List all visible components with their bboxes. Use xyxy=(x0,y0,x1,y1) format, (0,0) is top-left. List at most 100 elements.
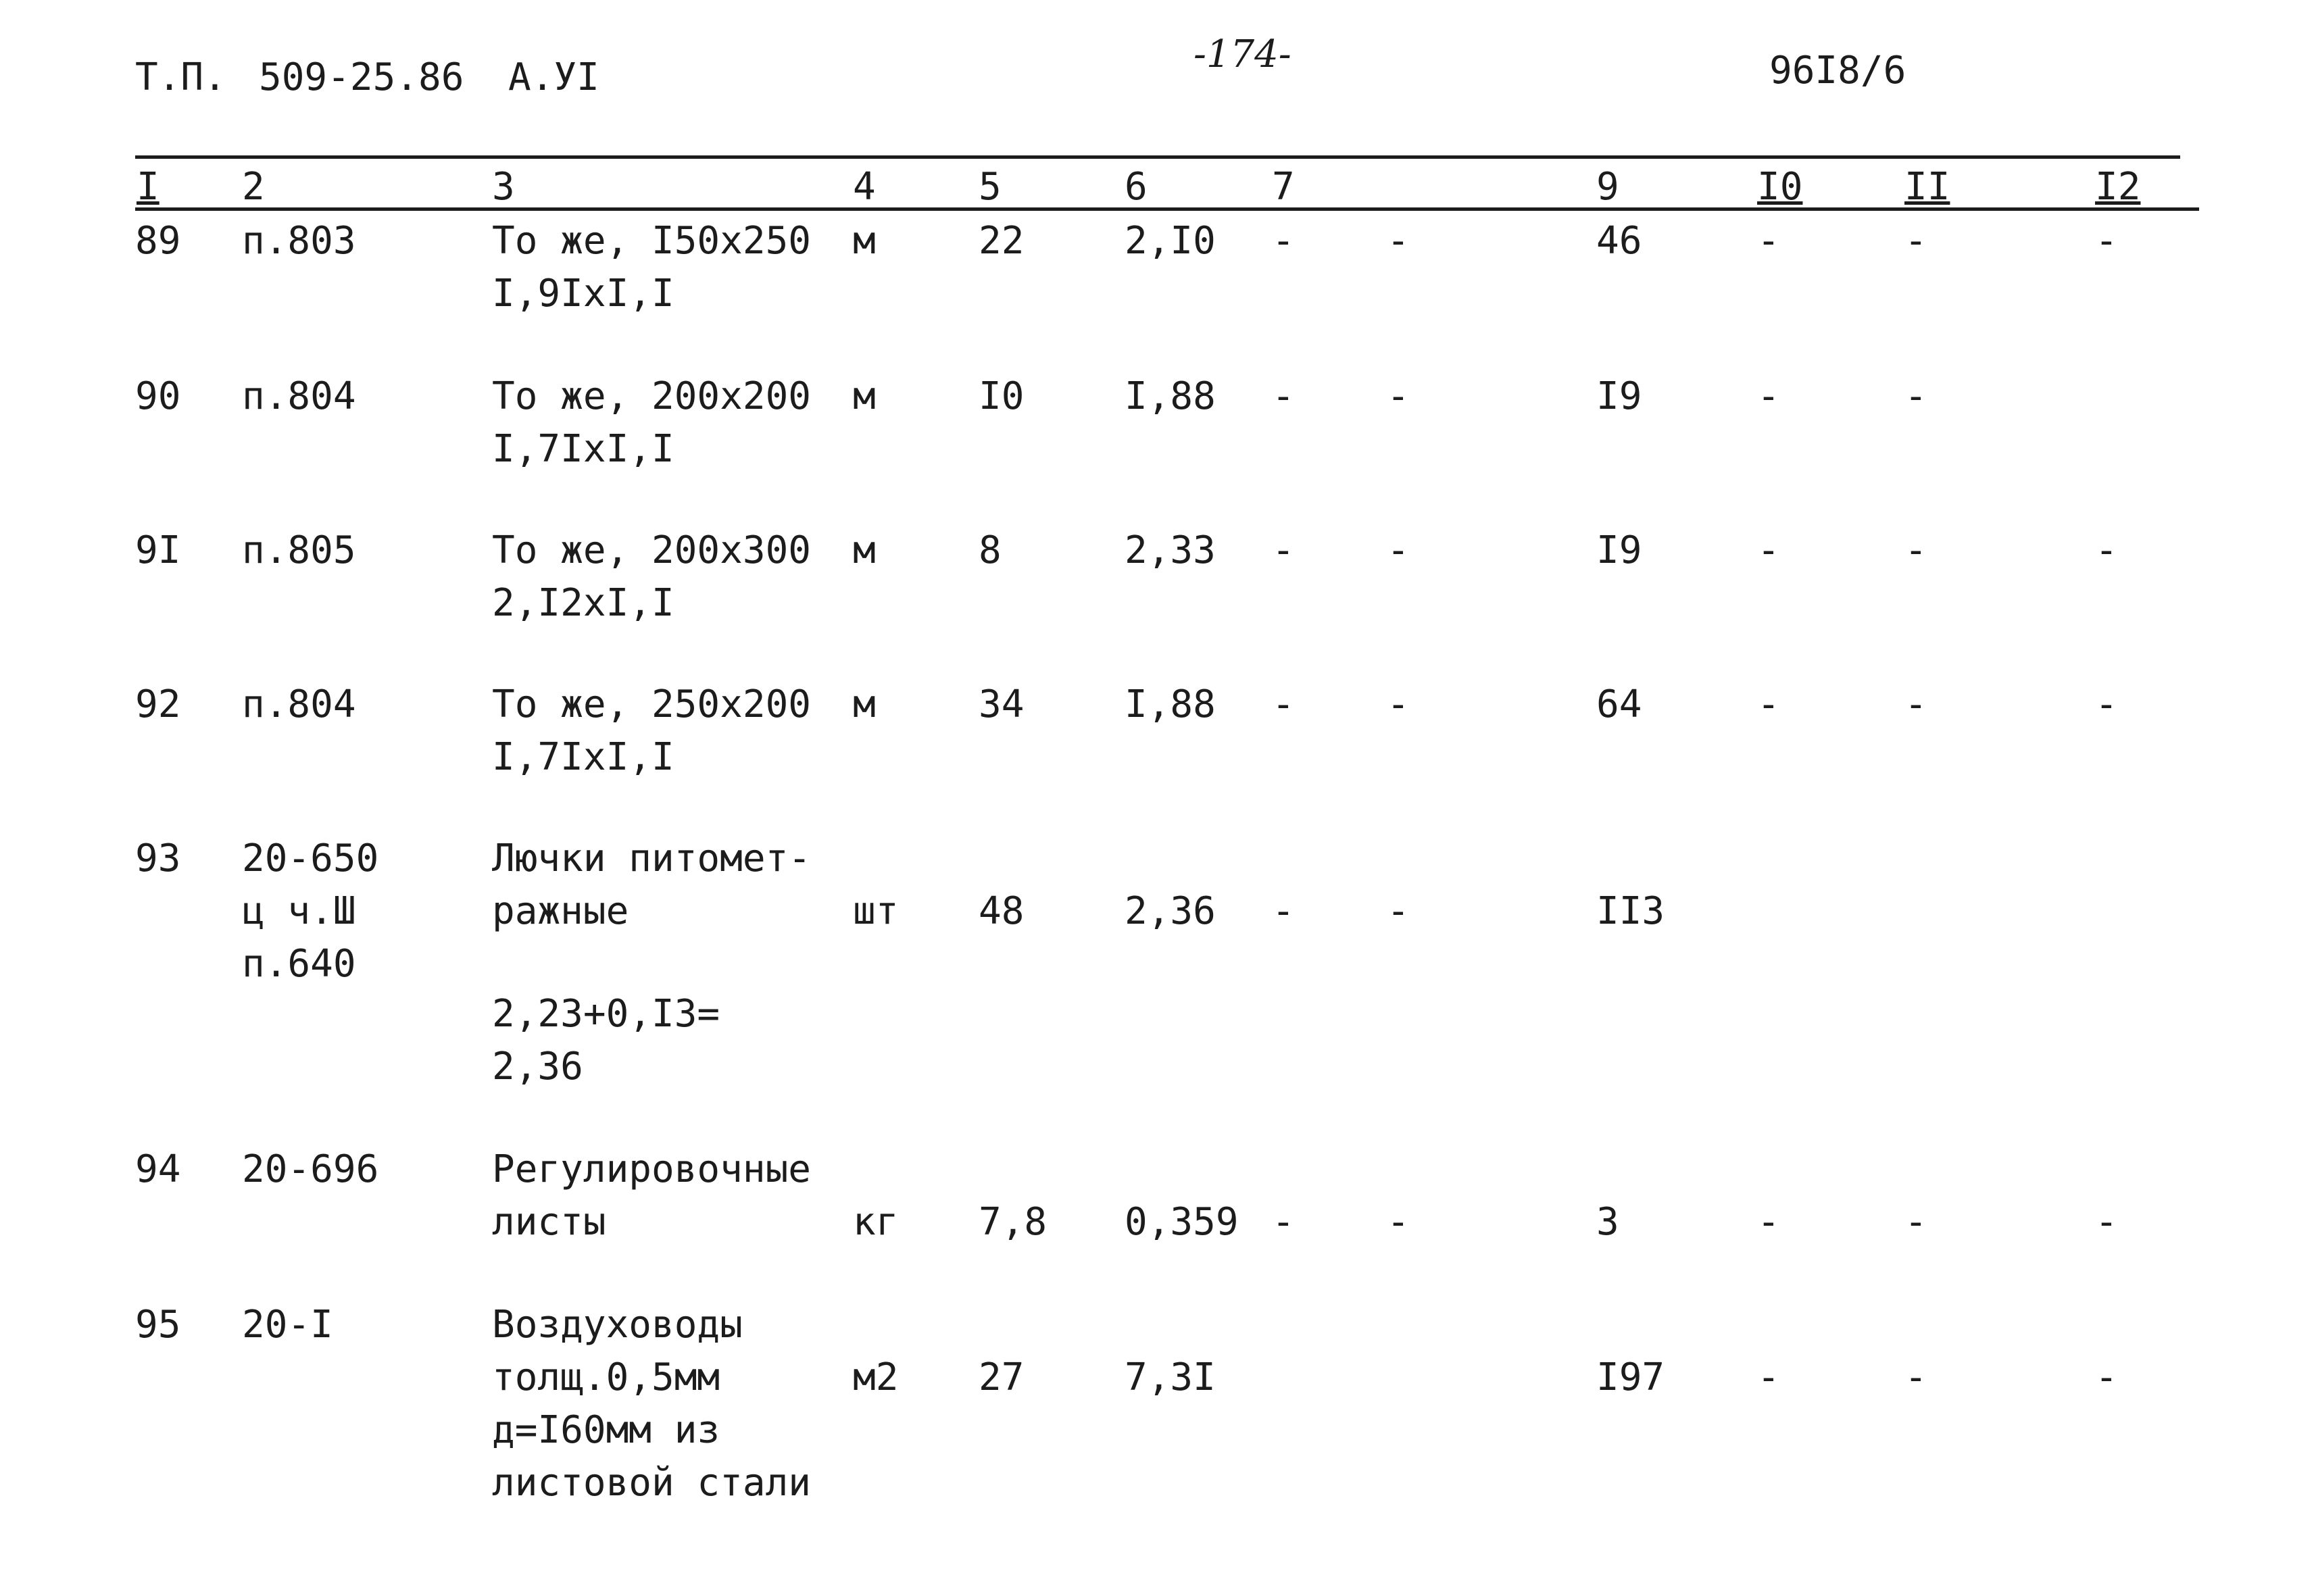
row-total: 46 xyxy=(1596,219,1642,263)
row-reference: п.804 xyxy=(242,682,356,726)
row-name: I,7IxI,I xyxy=(492,427,674,471)
row-unit: м xyxy=(853,219,876,263)
row-reference: п.805 xyxy=(242,528,356,572)
column-number: I xyxy=(137,165,159,209)
row-name: Воздуховоды xyxy=(492,1303,743,1347)
row-name: листы xyxy=(492,1200,606,1244)
header-album: А.УI xyxy=(508,55,599,99)
row-total: II3 xyxy=(1596,889,1665,933)
row-note: 2,36 xyxy=(492,1045,583,1089)
row-name: То же, I50x250 xyxy=(492,219,812,263)
row-col11: - xyxy=(1904,528,1927,572)
row-unit: шт xyxy=(853,889,899,933)
row-price: 2,33 xyxy=(1125,528,1216,572)
column-number: 4 xyxy=(853,165,876,209)
row-quantity: 22 xyxy=(979,219,1025,263)
row-unit: м2 xyxy=(853,1355,899,1399)
row-total: 3 xyxy=(1596,1200,1619,1244)
row-col12: - xyxy=(2095,682,2118,726)
row-name: Регулировочные xyxy=(492,1147,812,1191)
row-unit: м xyxy=(853,528,876,572)
row-col8: - xyxy=(1387,682,1410,726)
header-series: Т.П. xyxy=(135,55,226,99)
row-name: То же, 200x300 xyxy=(492,528,812,572)
row-col10: - xyxy=(1757,374,1780,418)
row-name: То же, 200x200 xyxy=(492,374,812,418)
row-col8: - xyxy=(1387,889,1410,933)
row-unit: м xyxy=(853,682,876,726)
row-col12: - xyxy=(2095,1355,2118,1399)
row-reference: п.803 xyxy=(242,219,356,263)
row-name: ражные xyxy=(492,889,629,933)
row-col8: - xyxy=(1387,528,1410,572)
row-reference: 20-I xyxy=(242,1303,333,1347)
row-price: I,88 xyxy=(1125,374,1216,418)
row-col12: - xyxy=(2095,528,2118,572)
row-name: д=I60мм из xyxy=(492,1408,720,1452)
column-number: 5 xyxy=(979,165,1002,209)
row-total: 64 xyxy=(1596,682,1642,726)
row-col11: - xyxy=(1904,1200,1927,1244)
row-quantity: 34 xyxy=(979,682,1025,726)
row-number: 9I xyxy=(135,528,181,572)
row-price: 2,36 xyxy=(1125,889,1216,933)
row-col7: - xyxy=(1272,889,1295,933)
row-note: 2,23+0,I3= xyxy=(492,992,720,1036)
header-project: 509-25.86 xyxy=(259,55,464,99)
row-price: 0,359 xyxy=(1125,1200,1239,1244)
row-total: I97 xyxy=(1596,1355,1665,1399)
row-reference: п.640 xyxy=(242,942,356,986)
row-col11: - xyxy=(1904,374,1927,418)
row-quantity: 8 xyxy=(979,528,1002,572)
row-col7: - xyxy=(1272,528,1295,572)
row-col12: - xyxy=(2095,219,2118,263)
column-number: I0 xyxy=(1757,165,1803,209)
column-number: 6 xyxy=(1125,165,1148,209)
row-col10: - xyxy=(1757,1355,1780,1399)
row-quantity: 7,8 xyxy=(979,1200,1048,1244)
row-total: I9 xyxy=(1596,528,1642,572)
row-number: 93 xyxy=(135,837,181,880)
row-reference: 20-696 xyxy=(242,1147,379,1191)
row-name: I,7IxI,I xyxy=(492,735,674,779)
row-col10: - xyxy=(1757,219,1780,263)
row-price: I,88 xyxy=(1125,682,1216,726)
row-col8: - xyxy=(1387,219,1410,263)
row-number: 90 xyxy=(135,374,181,418)
row-name: Лючки питомет- xyxy=(492,837,812,880)
row-name: листовой стали xyxy=(492,1461,812,1505)
row-quantity: I0 xyxy=(979,374,1025,418)
row-name: I,9IxI,I xyxy=(492,272,674,316)
row-unit: кг xyxy=(853,1200,899,1244)
row-unit: м xyxy=(853,374,876,418)
row-name: То же, 250x200 xyxy=(492,682,812,726)
row-price: 7,3I xyxy=(1125,1355,1216,1399)
row-col7: - xyxy=(1272,374,1295,418)
page-number: -174- xyxy=(1193,32,1291,76)
row-col11: - xyxy=(1904,1355,1927,1399)
header-code: 96I8/6 xyxy=(1769,49,1906,93)
row-col10: - xyxy=(1757,1200,1780,1244)
row-col12: - xyxy=(2095,1200,2118,1244)
row-number: 89 xyxy=(135,219,181,263)
row-col7: - xyxy=(1272,1200,1295,1244)
column-number: 9 xyxy=(1596,165,1619,209)
row-reference: п.804 xyxy=(242,374,356,418)
column-number: 2 xyxy=(242,165,265,209)
row-quantity: 27 xyxy=(979,1355,1025,1399)
column-number: 7 xyxy=(1272,165,1295,209)
row-col10: - xyxy=(1757,682,1780,726)
row-reference: 20-650 xyxy=(242,837,379,880)
row-total: I9 xyxy=(1596,374,1642,418)
row-number: 92 xyxy=(135,682,181,726)
row-name: 2,I2xI,I xyxy=(492,581,674,625)
row-col10: - xyxy=(1757,528,1780,572)
row-price: 2,I0 xyxy=(1125,219,1216,263)
row-col8: - xyxy=(1387,1200,1410,1244)
row-number: 95 xyxy=(135,1303,181,1347)
column-number: I2 xyxy=(2095,165,2141,209)
row-name: толщ.0,5мм xyxy=(492,1355,720,1399)
row-quantity: 48 xyxy=(979,889,1025,933)
row-reference: ц ч.Ш xyxy=(242,889,356,933)
table-header-rule xyxy=(135,207,2199,211)
